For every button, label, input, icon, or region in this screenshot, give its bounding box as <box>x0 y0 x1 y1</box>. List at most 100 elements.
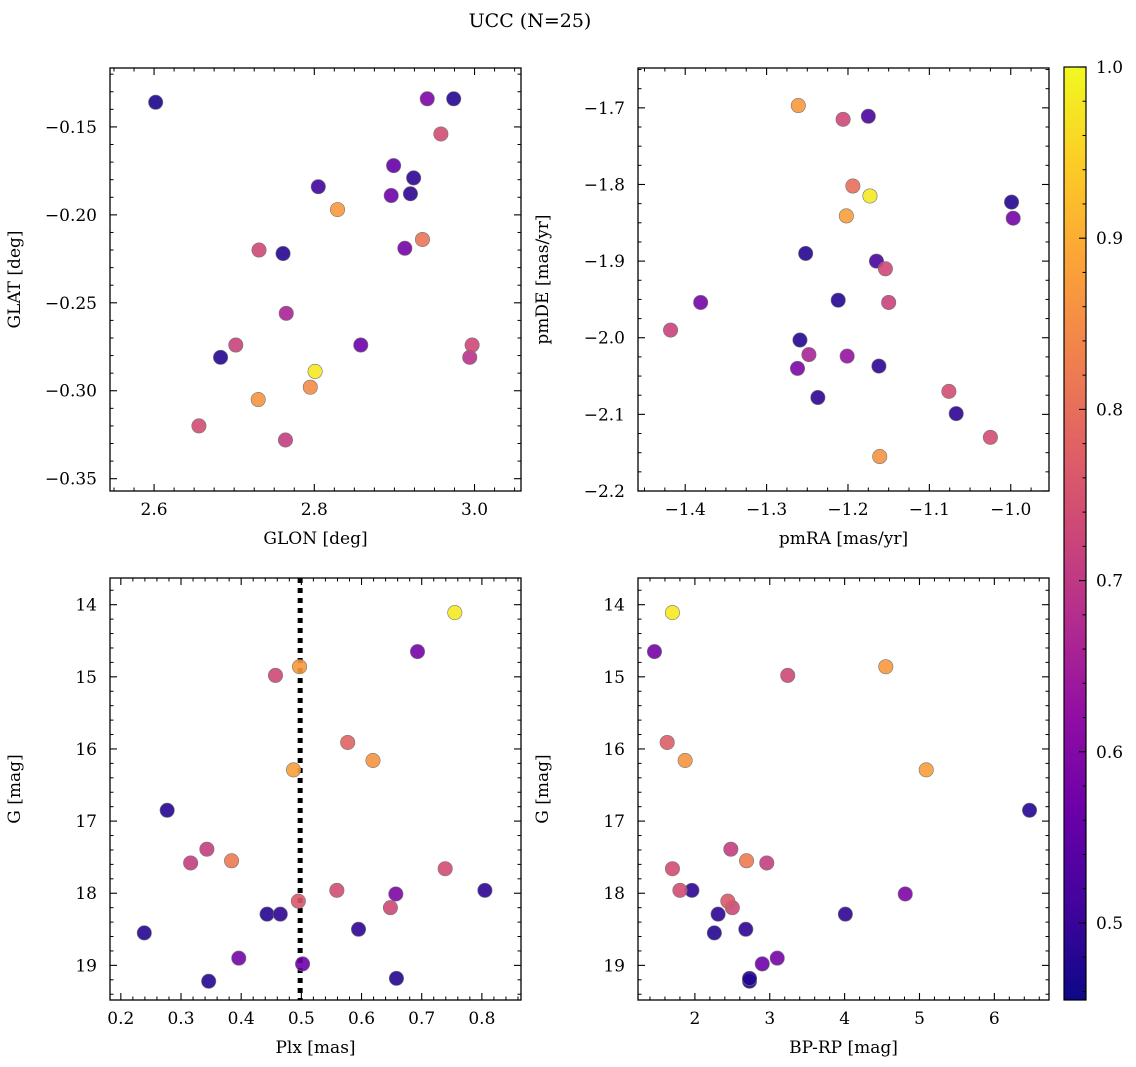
scatter-points <box>148 91 480 448</box>
scatter-point <box>664 861 680 877</box>
scatter-points <box>136 605 493 989</box>
figure-title: UCC (N=25) <box>469 10 592 32</box>
y-tick-label: 17 <box>75 812 97 832</box>
y-tick-label: 19 <box>603 956 625 976</box>
x-tick-label: −1.0 <box>990 500 1031 520</box>
y-tick-label: 19 <box>75 956 97 976</box>
y-tick-label: 14 <box>603 596 625 616</box>
scatter-point <box>231 950 247 966</box>
scatter-point <box>790 360 806 376</box>
colorbar-tick-label: 0.5 <box>1096 914 1123 934</box>
scatter-point <box>383 188 399 204</box>
x-tick-label: 0.6 <box>348 1009 375 1029</box>
scatter-point <box>1004 194 1020 210</box>
y-tick-label: 18 <box>603 884 625 904</box>
x-tick-label: −1.1 <box>909 500 950 520</box>
x-axis-label: GLON [deg] <box>263 529 367 549</box>
scatter-point <box>677 753 693 769</box>
scatter-point <box>739 853 755 869</box>
x-tick-label: 0.3 <box>167 1009 194 1029</box>
scatter-point <box>275 246 291 262</box>
scatter-point <box>340 734 356 750</box>
scatter-point <box>871 358 887 374</box>
y-tick-label: 18 <box>75 884 97 904</box>
y-tick-label: −2.2 <box>584 482 625 502</box>
scatter-point <box>386 158 402 174</box>
scatter-point <box>267 667 283 683</box>
x-tick-label: 0.4 <box>228 1009 255 1029</box>
scatter-point <box>290 893 306 909</box>
x-tick-label: 2.6 <box>141 500 168 520</box>
scatter-point <box>310 179 326 195</box>
scatter-point <box>1022 802 1038 818</box>
scatter-point <box>918 762 934 778</box>
y-tick-label: −2.1 <box>584 405 625 425</box>
scatter-point <box>663 322 679 338</box>
scatter-point <box>838 208 854 224</box>
scatter-panel-glon-glat: 2.6 2.8 3.0 −0.35 −0.30 −0.25 −0.20 −0.15 GLON [… <box>5 67 522 549</box>
colorbar: 0.5 0.6 0.7 0.8 0.9 1.0 <box>1063 58 1123 1001</box>
y-axis-label: G [mag] <box>5 754 25 823</box>
scatter-point <box>835 111 851 127</box>
axes-frame <box>109 67 522 492</box>
scatter-point <box>693 294 709 310</box>
y-axis-label: pmDE [mas/yr] <box>533 214 553 344</box>
scatter-point <box>277 432 293 448</box>
scatter-point <box>201 973 217 989</box>
y-axis-label: GLAT [deg] <box>5 230 25 328</box>
y-tick-label: −0.25 <box>45 294 97 314</box>
minor-ticks <box>638 68 1049 491</box>
scatter-point <box>351 921 367 937</box>
scatter-point <box>462 349 478 365</box>
x-tick-label: 2.8 <box>301 500 328 520</box>
scatter-point <box>307 363 323 379</box>
scatter-point <box>329 882 345 898</box>
scatter-point <box>897 886 913 902</box>
y-tick-label: 16 <box>75 740 97 760</box>
scatter-point <box>292 659 308 675</box>
y-tick-label: −1.9 <box>584 252 625 272</box>
axes-frame <box>637 67 1050 492</box>
y-tick-label: −1.8 <box>584 175 625 195</box>
y-tick-label: 16 <box>603 740 625 760</box>
scatter-point <box>646 644 662 660</box>
scatter-point <box>183 855 199 871</box>
axes-frame <box>637 577 1050 1001</box>
scatter-point <box>464 337 480 353</box>
colorbar-gradient <box>1064 67 1086 1000</box>
scatter-point <box>798 245 814 261</box>
scatter-point <box>759 855 775 871</box>
scatter-panel-plx-g: 0.2 0.3 0.4 0.5 0.6 0.7 0.8 14 15 16 17 18 19 Plx [ma… <box>5 577 522 1058</box>
scatter-point <box>419 91 435 107</box>
scatter-points <box>663 98 1021 465</box>
x-axis-label: Plx [mas] <box>275 1038 355 1058</box>
scatter-point <box>382 900 398 916</box>
x-tick-label: −1.2 <box>827 500 868 520</box>
scatter-point <box>860 108 876 124</box>
scatter-point <box>136 925 152 941</box>
scatter-point <box>881 294 897 310</box>
scatter-point <box>790 98 806 114</box>
scatter-point <box>720 893 736 909</box>
x-tick-label: 2 <box>689 1009 700 1029</box>
x-tick-label: 0.8 <box>468 1009 495 1029</box>
scatter-point <box>801 347 817 363</box>
scatter-point <box>769 950 785 966</box>
scatter-point <box>780 667 796 683</box>
scatter-point <box>406 170 422 186</box>
minor-ticks <box>110 578 521 1000</box>
y-tick-label: −2.0 <box>584 329 625 349</box>
scatter-point <box>388 970 404 986</box>
scatter-point <box>830 292 846 308</box>
scatter-panel-bprp-g: 2 3 4 5 6 14 15 16 17 18 19 BP-RP [mag] G [mag] <box>533 577 1050 1058</box>
colorbar-tick-label: 1.0 <box>1096 58 1123 78</box>
scatter-point <box>295 956 311 972</box>
scatter-panel-pmra-pmde: −1.4 −1.3 −1.2 −1.1 −1.0 −2.2 −2.1 −2.0 −1.9 −1.8… <box>533 67 1050 549</box>
scatter-point <box>447 605 463 621</box>
scatter-point <box>397 240 413 256</box>
scatter-point <box>839 348 855 364</box>
scatter-point <box>228 337 244 353</box>
scatter-point <box>224 853 240 869</box>
scatter-point <box>948 406 964 422</box>
scatter-point <box>982 429 998 445</box>
